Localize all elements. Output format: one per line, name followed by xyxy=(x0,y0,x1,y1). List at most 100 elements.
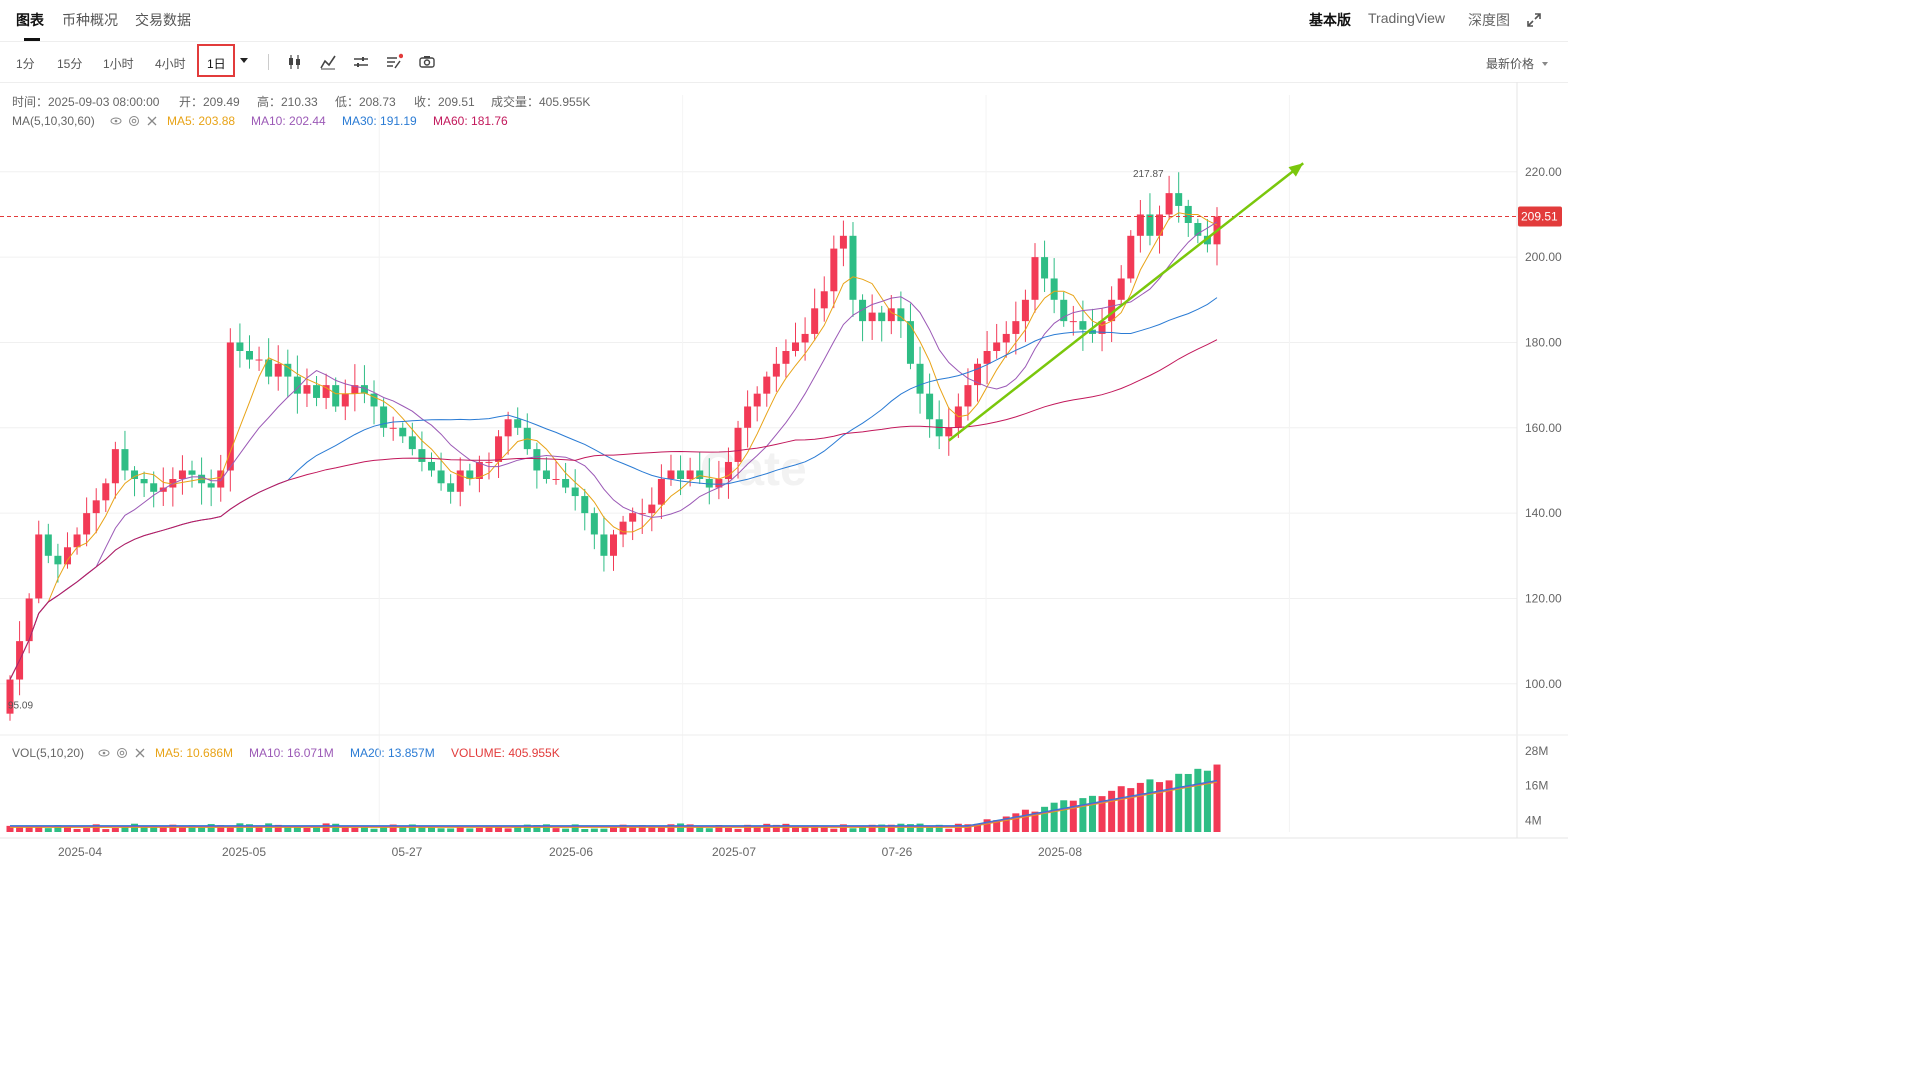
volume-axis-label: 4M xyxy=(1525,813,1542,827)
eye-icon[interactable] xyxy=(110,115,122,127)
tab-trade-data[interactable]: 交易数据 xyxy=(135,12,191,28)
drawing-list-icon[interactable] xyxy=(385,53,403,71)
depth-chart-button[interactable]: 深度图 xyxy=(1468,12,1510,28)
volume-bar xyxy=(1127,788,1135,832)
ma-indicator-title: MA(5,10,30,60) xyxy=(12,114,95,128)
volume-bar xyxy=(1002,816,1010,832)
candle-body xyxy=(1108,299,1116,322)
volume-bar xyxy=(198,825,206,832)
volume-bar xyxy=(92,824,100,832)
candle-body xyxy=(1117,278,1125,300)
candle-body xyxy=(772,363,780,377)
volume-bar xyxy=(274,824,282,832)
candlestick-chart[interactable]: 220.00 200.00 180.00 160.00 140.00 120.00 100.… xyxy=(0,82,1568,870)
candlestick-icon[interactable] xyxy=(286,53,304,71)
interval-1d[interactable]: 1日 xyxy=(207,57,226,71)
close-icon[interactable] xyxy=(134,747,146,759)
tab-coin-overview[interactable]: 币种概况 xyxy=(62,12,118,28)
candle-body xyxy=(217,470,225,488)
volume-bar xyxy=(437,828,445,832)
volume-bar xyxy=(610,825,617,832)
active-tab-indicator xyxy=(24,38,40,41)
chevron-down-icon[interactable] xyxy=(1542,62,1548,66)
interval-15m[interactable]: 15分 xyxy=(57,57,83,71)
vol-ma10-value: MA10: 16.071M xyxy=(249,746,334,760)
eye-icon[interactable] xyxy=(98,747,110,759)
volume-bar xyxy=(859,826,867,832)
volume-bar xyxy=(1098,796,1106,832)
interval-1m[interactable]: 1分 xyxy=(16,57,35,71)
current-price-badge xyxy=(1518,206,1562,227)
volume-bar xyxy=(169,824,177,832)
candle-body xyxy=(744,406,752,428)
candle-body xyxy=(571,487,579,497)
interval-4h[interactable]: 4小时 xyxy=(155,57,186,71)
volume-bar xyxy=(811,825,819,832)
settings-sliders-icon[interactable] xyxy=(352,53,370,71)
gear-icon[interactable] xyxy=(128,115,140,127)
volume-bar xyxy=(245,824,253,832)
candle-body xyxy=(1021,299,1029,322)
gear-icon[interactable] xyxy=(116,747,128,759)
min-price-marker: 95.09 xyxy=(8,701,33,712)
volume-bar xyxy=(1108,790,1116,832)
candle-body xyxy=(686,470,694,479)
candle-body xyxy=(1156,214,1164,236)
candle-body xyxy=(648,504,656,514)
fullscreen-icon[interactable] xyxy=(1526,12,1542,28)
volume-bar xyxy=(1060,800,1068,832)
interval-dropdown-icon[interactable] xyxy=(240,58,248,63)
candle-body xyxy=(514,419,522,428)
candle-body xyxy=(332,385,340,407)
candle-body xyxy=(811,308,819,334)
close-icon[interactable] xyxy=(146,115,158,127)
candle-body xyxy=(389,427,397,429)
volume-bar xyxy=(581,829,589,832)
volume-bar xyxy=(878,824,886,832)
indicator-icon[interactable] xyxy=(319,53,337,71)
volume-bar xyxy=(1136,782,1144,832)
volume-bar xyxy=(1021,809,1029,832)
snapshot-icon[interactable] xyxy=(418,53,436,71)
price-type-select[interactable]: 最新价格 xyxy=(1486,57,1535,71)
candle-body xyxy=(552,479,560,480)
candle-body xyxy=(734,427,742,462)
candle-body xyxy=(1012,321,1020,334)
volume-axis-label: 28M xyxy=(1525,744,1548,758)
price-axis-label: 200.00 xyxy=(1525,250,1562,264)
candle-body xyxy=(265,359,273,377)
tradingview-button[interactable]: TradingView xyxy=(1368,10,1446,26)
candle-body xyxy=(1165,193,1173,215)
trendline-arrowhead xyxy=(1288,163,1304,177)
volume-bar xyxy=(284,827,292,832)
tab-chart[interactable]: 图表 xyxy=(16,12,44,28)
info-volume: 成交量：405.955K xyxy=(491,95,591,109)
volume-bar xyxy=(1184,773,1192,832)
date-axis-label: 2025-04 xyxy=(58,845,102,859)
volume-bar xyxy=(351,827,359,832)
candle-body xyxy=(1069,321,1077,323)
volume-bar xyxy=(380,825,388,832)
candle-body xyxy=(351,385,359,394)
date-axis-label: 2025-06 xyxy=(549,845,593,859)
basic-version-button[interactable]: 基本版 xyxy=(1309,12,1351,28)
volume-bar xyxy=(1165,780,1173,832)
volume-bar xyxy=(1194,768,1202,832)
volume-bar xyxy=(25,826,33,832)
ma10-value: MA10: 202.44 xyxy=(251,114,326,128)
volume-bar xyxy=(44,828,52,832)
interval-1h[interactable]: 1小时 xyxy=(103,57,134,71)
volume-bar xyxy=(600,828,608,832)
ma-line-ma5 xyxy=(9,212,1218,680)
gate-watermark: Gate xyxy=(700,443,807,496)
volume-bar xyxy=(360,826,368,832)
candle-body xyxy=(581,496,589,514)
candle-body xyxy=(724,461,732,479)
volume-bar xyxy=(906,824,914,832)
volume-bar xyxy=(418,827,426,832)
vol-indicator-title: VOL(5,10,20) xyxy=(12,746,85,760)
volume-bar xyxy=(1175,773,1183,832)
price-axis-label: 120.00 xyxy=(1525,591,1562,605)
volume-bar xyxy=(1117,786,1125,832)
candle-body xyxy=(1031,257,1039,300)
